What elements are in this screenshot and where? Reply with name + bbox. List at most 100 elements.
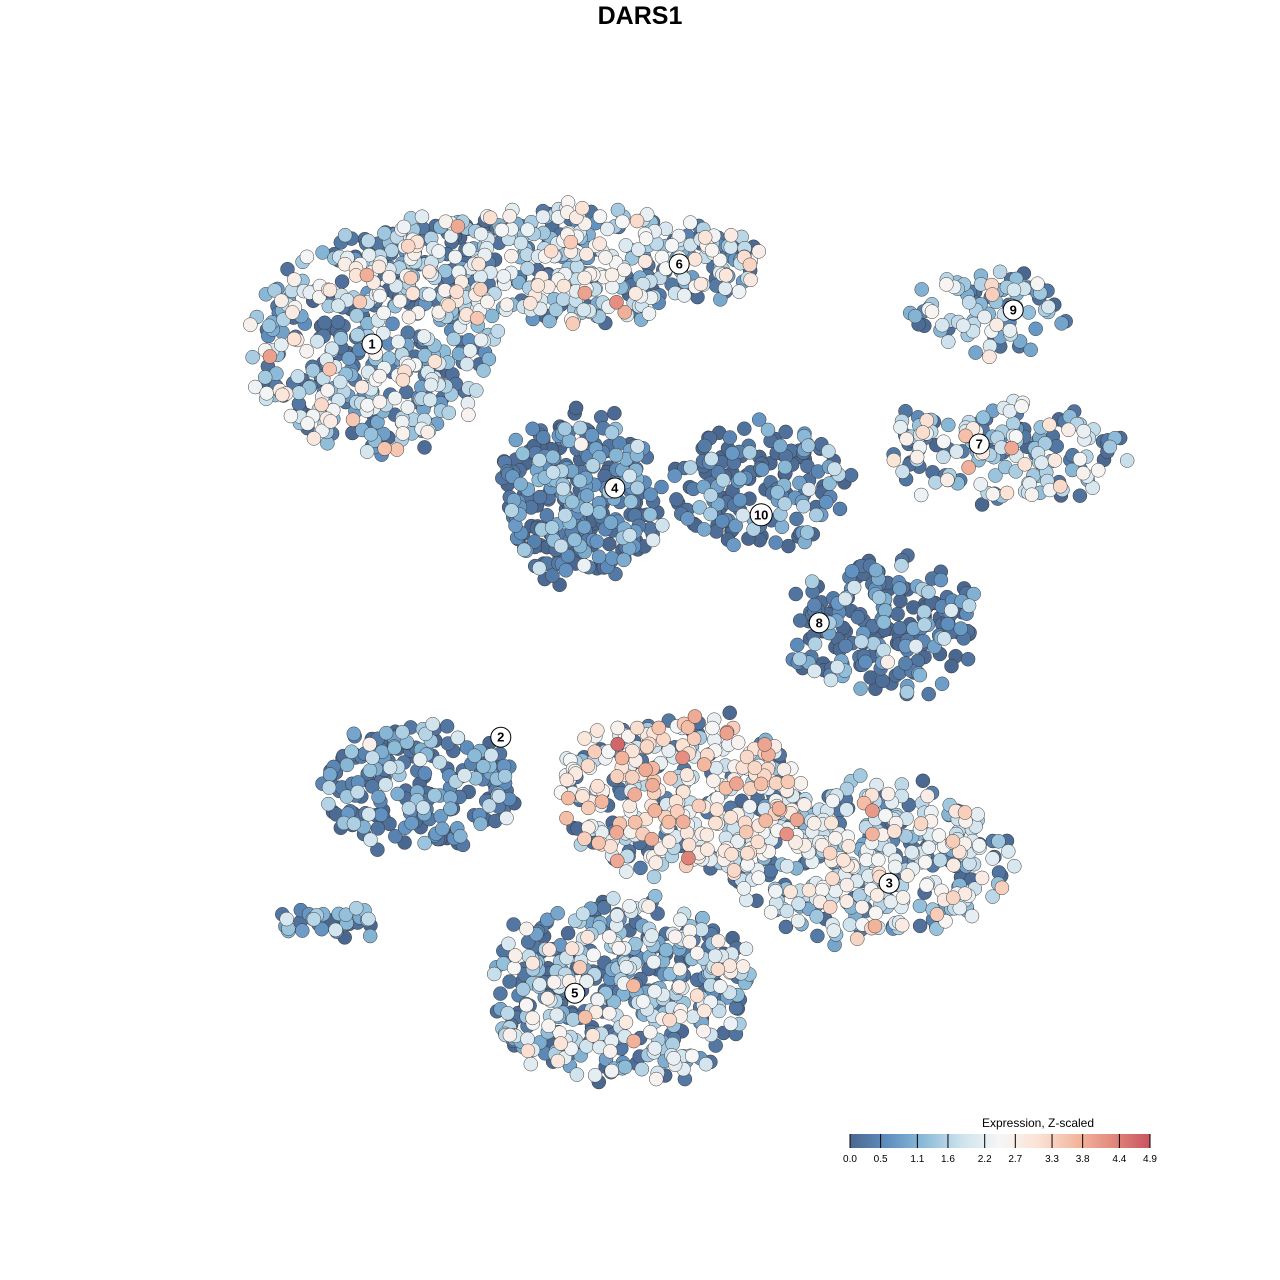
- cell-point: [928, 475, 943, 490]
- cell-point: [602, 1005, 617, 1021]
- cell-point: [730, 735, 746, 750]
- cell-point: [328, 922, 343, 938]
- cell-point: [280, 261, 295, 277]
- cell-point: [871, 590, 887, 605]
- cell-point: [890, 606, 905, 622]
- cell-point: [484, 747, 499, 763]
- cell-point: [341, 351, 357, 366]
- cell-point: [625, 770, 640, 785]
- cell-point: [372, 288, 388, 304]
- cell-point: [686, 731, 702, 746]
- cell-point: [591, 835, 606, 851]
- cell-point: [381, 269, 397, 285]
- cell-point: [649, 1071, 664, 1087]
- cell-point: [286, 331, 302, 347]
- cluster-label-badge: [968, 433, 990, 455]
- cluster-label-text: 10: [754, 507, 768, 522]
- cell-point: [423, 377, 439, 393]
- cell-point: [899, 431, 914, 447]
- cell-point: [832, 501, 848, 517]
- cell-point: [985, 889, 1000, 904]
- cell-point: [577, 831, 592, 847]
- cell-point: [600, 221, 615, 237]
- cell-point: [944, 603, 959, 618]
- cell-point: [377, 226, 392, 241]
- cell-point: [968, 345, 983, 360]
- cell-point: [248, 379, 263, 395]
- cell-point: [630, 439, 645, 454]
- cell-point: [992, 264, 1008, 280]
- cell-point: [711, 1003, 727, 1019]
- cell-point: [667, 468, 682, 483]
- cell-point: [395, 724, 410, 740]
- cell-point: [985, 287, 1000, 302]
- cell-point: [422, 287, 437, 302]
- cell-point: [361, 911, 376, 927]
- cell-point: [443, 801, 458, 816]
- cell-point: [871, 852, 886, 868]
- cell-point: [295, 923, 310, 938]
- cluster-label-5: 5: [564, 982, 586, 1004]
- cell-point: [540, 991, 555, 1006]
- cell-point: [371, 259, 387, 275]
- cell-point: [692, 500, 707, 515]
- cell-point: [753, 776, 769, 792]
- cell-point: [776, 762, 792, 777]
- cluster-label-2: 2: [490, 726, 512, 748]
- cell-point: [245, 349, 260, 365]
- cell-point: [630, 480, 645, 496]
- cell-point: [825, 871, 840, 886]
- cell-point: [610, 736, 625, 752]
- cell-point: [299, 343, 314, 359]
- cell-point: [587, 1068, 603, 1083]
- cell-point: [751, 870, 766, 885]
- cell-point: [662, 1012, 677, 1028]
- cell-point: [330, 298, 346, 313]
- cell-point: [275, 387, 290, 403]
- cell-point: [565, 1012, 581, 1027]
- cell-point: [425, 716, 440, 732]
- cell-point: [401, 800, 417, 816]
- cell-point: [346, 726, 362, 742]
- cell-point: [345, 412, 361, 427]
- cell-point: [416, 329, 432, 344]
- cell-point: [1001, 844, 1016, 859]
- cell-point: [506, 960, 522, 976]
- cell-point: [667, 929, 683, 945]
- cell-point: [542, 313, 557, 329]
- cell-point: [706, 773, 721, 788]
- cell-point: [842, 917, 858, 932]
- cell-point: [504, 248, 519, 264]
- cell-point: [971, 838, 987, 853]
- cell-point: [956, 318, 971, 333]
- cluster-label-10: 10: [749, 503, 773, 527]
- cell-point: [806, 816, 822, 831]
- cell-point: [427, 788, 442, 803]
- cell-point: [740, 846, 755, 861]
- cell-point: [687, 709, 703, 724]
- cell-point: [825, 793, 840, 809]
- legend-tick-label: 3.3: [1045, 1154, 1059, 1165]
- cell-point: [525, 421, 540, 437]
- cell-point: [929, 907, 945, 922]
- cell-point: [333, 374, 348, 390]
- cell-point: [572, 420, 588, 436]
- cell-point: [712, 252, 728, 268]
- cell-point: [643, 1024, 658, 1040]
- legend-tick-label: 4.4: [1112, 1154, 1126, 1165]
- cell-point: [774, 519, 790, 535]
- cell-point: [883, 894, 899, 910]
- cell-point: [939, 277, 954, 292]
- cell-point: [691, 798, 707, 814]
- cell-point: [557, 421, 573, 437]
- cell-point: [800, 438, 816, 453]
- cell-point: [666, 1051, 681, 1066]
- cell-point: [390, 786, 405, 802]
- cell-point: [557, 508, 573, 523]
- cell-point: [704, 242, 720, 258]
- cell-point: [865, 803, 880, 818]
- cell-point: [823, 672, 839, 688]
- cell-point: [317, 315, 332, 331]
- cell-point: [287, 272, 302, 287]
- cell-point: [622, 528, 638, 543]
